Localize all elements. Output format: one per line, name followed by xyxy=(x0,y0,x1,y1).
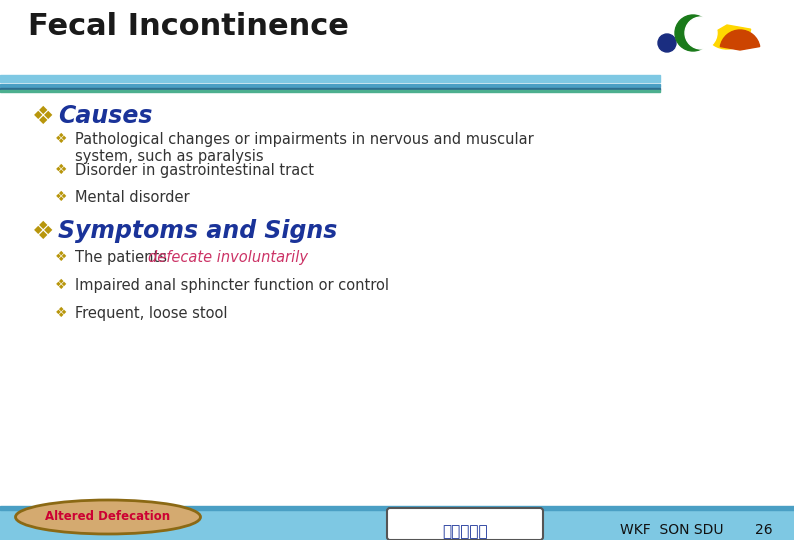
Text: Altered Defecation: Altered Defecation xyxy=(45,510,171,523)
Circle shape xyxy=(685,17,717,49)
Bar xyxy=(0,84,660,87)
Text: 26: 26 xyxy=(755,523,773,537)
Circle shape xyxy=(658,34,676,52)
Bar xyxy=(0,90,660,92)
Text: ❖: ❖ xyxy=(55,190,67,204)
Bar xyxy=(0,506,794,510)
Text: 护理学基础: 护理学基础 xyxy=(442,524,488,539)
Text: ❖: ❖ xyxy=(55,132,67,146)
Text: ❖: ❖ xyxy=(55,163,67,177)
Text: Impaired anal sphincter function or control: Impaired anal sphincter function or cont… xyxy=(75,278,389,293)
Circle shape xyxy=(675,15,711,51)
Bar xyxy=(0,508,794,540)
Text: The patients: The patients xyxy=(75,250,172,265)
Text: Mental disorder: Mental disorder xyxy=(75,190,190,205)
Text: Fecal Incontinence: Fecal Incontinence xyxy=(28,12,349,41)
Wedge shape xyxy=(706,25,750,49)
Text: Symptoms and Signs: Symptoms and Signs xyxy=(58,219,337,243)
Bar xyxy=(0,88,660,90)
Text: WKF  SON SDU: WKF SON SDU xyxy=(620,523,723,537)
Text: Causes: Causes xyxy=(58,104,152,128)
Text: ❖: ❖ xyxy=(55,278,67,292)
Ellipse shape xyxy=(16,500,201,534)
Text: Disorder in gastrointestinal tract: Disorder in gastrointestinal tract xyxy=(75,163,314,178)
Text: Pathological changes or impairments in nervous and muscular
system, such as para: Pathological changes or impairments in n… xyxy=(75,132,534,164)
Text: ❖: ❖ xyxy=(32,220,54,244)
Text: ❖: ❖ xyxy=(55,306,67,320)
Text: defecate involuntarily: defecate involuntarily xyxy=(148,250,308,265)
FancyBboxPatch shape xyxy=(387,508,543,540)
Bar xyxy=(0,75,660,82)
Text: ❖: ❖ xyxy=(55,250,67,264)
Wedge shape xyxy=(720,30,760,50)
Text: Frequent, loose stool: Frequent, loose stool xyxy=(75,306,228,321)
Text: ❖: ❖ xyxy=(32,105,54,129)
